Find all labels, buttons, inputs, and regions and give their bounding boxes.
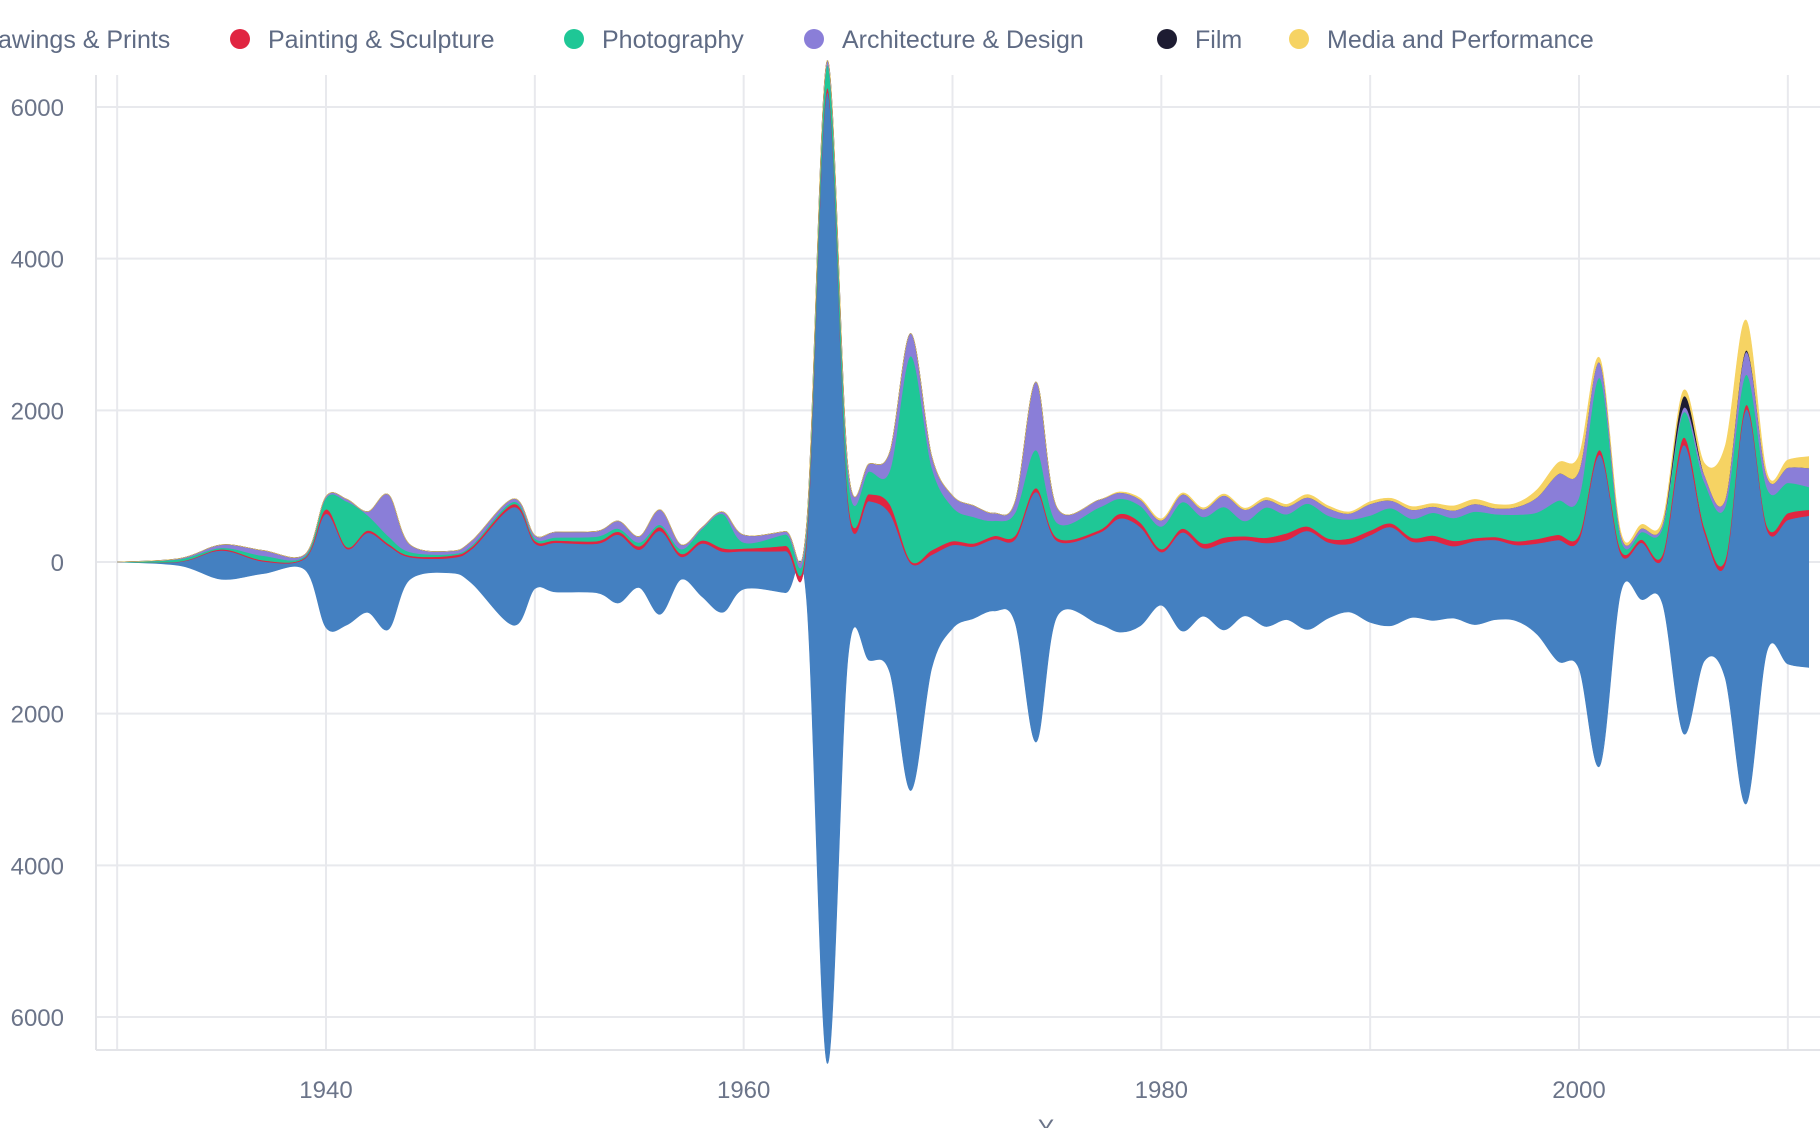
legend-item[interactable]: awings & Prints: [0, 26, 170, 54]
legend-swatch: [1289, 29, 1309, 49]
y-tick-label: 2000: [11, 398, 64, 425]
stream-layers: [117, 60, 1809, 1064]
legend-label: Media and Performance: [1327, 26, 1594, 54]
y-tick-label: 2000: [11, 702, 64, 729]
legend-item[interactable]: Media and Performance: [1289, 26, 1594, 54]
legend-label: Architecture & Design: [842, 26, 1084, 54]
legend-swatch: [564, 29, 584, 49]
legend-swatch: [230, 29, 250, 49]
legend-label: awings & Prints: [0, 26, 170, 54]
legend-item[interactable]: Painting & Sculpture: [230, 26, 495, 54]
legend-item[interactable]: Architecture & Design: [804, 26, 1084, 54]
legend-label: Painting & Sculpture: [268, 26, 495, 54]
x-tick-label: 1960: [717, 1077, 770, 1104]
stream-layer-architecture-design: [117, 60, 1809, 569]
legend-label: Photography: [602, 26, 744, 54]
legend-label: Film: [1195, 26, 1242, 54]
x-axis-label: Y: [1038, 1115, 1054, 1128]
x-tick-label: 1980: [1135, 1077, 1188, 1104]
legend-item[interactable]: Film: [1157, 26, 1242, 54]
y-axis-ticks: 6000 4000 2000 0 2000 4000 6000: [11, 95, 64, 1032]
stream-layer-awings-prints: [117, 92, 1809, 1064]
x-axis-ticks: 1940 1960 1980 2000: [299, 1077, 1605, 1104]
y-tick-label: 6000: [11, 1005, 64, 1032]
x-tick-label: 2000: [1552, 1077, 1605, 1104]
y-tick-label: 4000: [11, 853, 64, 880]
x-tick-label: 1940: [299, 1077, 352, 1104]
legend: awings & Prints Painting & Sculpture Photo…: [0, 26, 1594, 54]
y-tick-label: 0: [51, 550, 64, 577]
y-tick-label: 6000: [11, 95, 64, 122]
axes: [95, 75, 1820, 1051]
legend-swatch: [1157, 29, 1177, 49]
legend-swatch: [804, 29, 824, 49]
stream-layer-media-and-performance: [117, 60, 1809, 564]
y-tick-label: 4000: [11, 247, 64, 274]
legend-item[interactable]: Photography: [564, 26, 744, 54]
